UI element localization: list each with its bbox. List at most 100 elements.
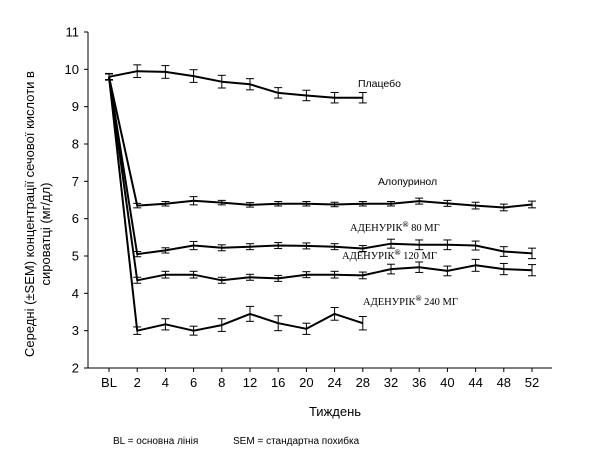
error-bar [443,239,452,251]
error-bar [499,246,508,257]
series-label-0: Плацебо [358,78,401,90]
error-bar [246,78,254,91]
x-tick-label: 12 [243,375,257,390]
y-axis-title: Середні (±SEM) концентрації сечової кисл… [22,71,53,357]
error-bar [443,265,452,277]
error-bar [246,305,254,322]
error-bar [443,199,452,207]
footnote-baseline: BL = основна лінія [113,436,199,447]
error-bar [471,201,480,210]
x-tick-label: 44 [468,375,482,390]
x-tick-label: 28 [356,375,370,390]
x-tick-label: BL [101,375,117,390]
x-tick-label: 32 [384,375,398,390]
error-bar [499,203,508,212]
footnote-sem: SEM = стандартна похибка [233,436,360,447]
error-bar [358,245,367,253]
error-bar [330,307,339,321]
x-tick-label: 40 [440,375,454,390]
error-bar [133,326,142,335]
error-bar [471,240,480,251]
error-bar [358,315,367,331]
error-bar [274,315,283,332]
y-tick-label: 6 [72,211,79,226]
x-tick-label: 16 [271,375,285,390]
error-bar [189,196,198,206]
error-bar [302,271,311,279]
series-line [108,76,364,332]
error-bar [217,244,226,252]
error-bar [189,270,198,279]
error-bar [189,325,198,336]
y-tick-label: 5 [72,249,79,264]
error-bar [330,201,339,208]
y-tick-label: 8 [72,137,79,152]
error-bar [415,197,424,205]
y-tick-label: 7 [72,174,79,189]
series-label-2: АДЕНУРІК® 80 МГ [350,220,440,234]
error-bar [499,262,508,276]
x-tick-label: 20 [299,375,313,390]
y-tick-label: 3 [72,323,79,338]
error-bar [471,258,480,272]
series-label-3: АДЕНУРІК® 120 МГ [342,248,437,262]
error-bar [133,202,142,209]
series-line [108,76,533,209]
series-layer [105,64,536,336]
series-1 [105,73,536,212]
series-line [108,70,363,99]
series-3 [105,73,536,284]
error-bar [528,247,536,260]
x-tick-label: 4 [162,375,169,390]
error-bar [217,74,226,89]
x-tick-label: 2 [134,375,141,390]
error-bar [358,200,367,207]
series-label-4: АДЕНУРІК® 240 МГ [363,294,458,308]
series-labels-layer: Плацебо Алопуринол АДЕНУРІК® 80 МГ АДЕНУРІК… [342,78,458,308]
y-tick-label: 11 [66,25,80,40]
error-bar [133,276,142,284]
error-bar [217,276,226,284]
x-tick-label: 6 [190,375,197,390]
y-tick-label: 10 [65,62,79,77]
series-4 [105,73,367,336]
error-bar [387,200,395,207]
error-bar [217,199,226,206]
error-bar [302,200,311,207]
error-bar [246,243,254,251]
error-bar [274,242,283,250]
error-bar [415,261,424,273]
error-bar [330,270,339,279]
error-bar [161,65,170,79]
error-bar [189,69,198,83]
error-bar [217,318,226,332]
series-2 [105,73,536,260]
error-bar [302,89,311,102]
error-bar [330,91,339,104]
x-tick-label: 48 [497,375,511,390]
error-bar [161,318,170,331]
error-bar [105,73,113,81]
error-bar [246,273,254,281]
error-bar [528,264,536,277]
error-bar [302,242,311,250]
x-tick-label: 52 [525,375,539,390]
x-tick-label: 8 [218,375,225,390]
y-tick-label: 2 [72,361,79,376]
error-bar [387,263,395,275]
error-bar [274,87,283,99]
error-bar [358,271,367,280]
error-bar [246,202,254,208]
x-tick-label: 36 [412,375,426,390]
y-tick-label: 9 [72,99,79,114]
error-bar [161,200,170,207]
error-bar [415,239,424,251]
error-bar [387,238,395,249]
series-line [108,76,533,256]
error-bar [161,247,170,254]
error-bar [274,274,283,282]
error-bar [133,64,142,79]
error-bar [274,200,283,207]
series-label-1: Алопуринол [378,176,437,188]
